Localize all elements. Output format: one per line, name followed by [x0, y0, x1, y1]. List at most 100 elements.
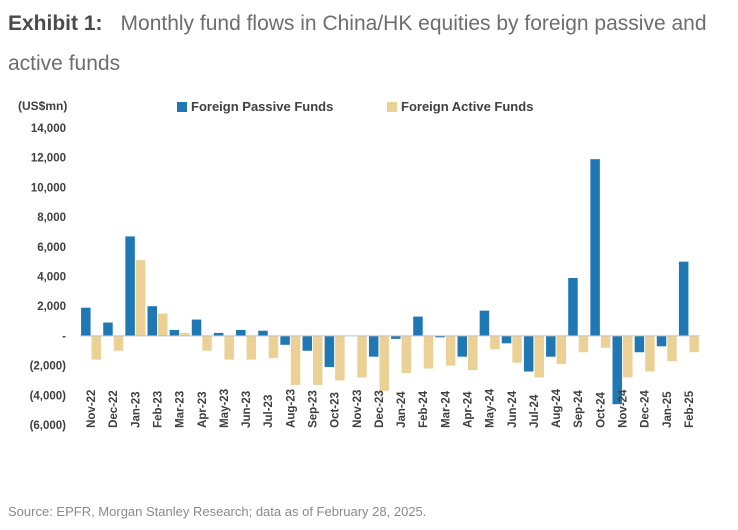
x-tick-label: Apr-24	[463, 391, 475, 428]
legend-item-active: Foreign Active Funds	[387, 99, 533, 114]
bar-active	[313, 335, 323, 385]
x-tick-label: May-24	[485, 388, 497, 428]
x-tick-label: Jan-24	[396, 391, 408, 428]
bar-active	[290, 335, 301, 385]
bar-passive	[435, 335, 445, 338]
bar-passive	[125, 236, 135, 336]
x-tick-label: Jan-23	[130, 391, 142, 427]
bar-active	[534, 335, 544, 378]
legend-label-passive: Foreign Passive Funds	[191, 99, 333, 114]
bar-passive	[391, 335, 401, 339]
bar-passive	[413, 316, 423, 336]
bar-active	[556, 335, 567, 365]
legend-swatch-passive	[177, 102, 187, 112]
x-tick-label: Sep-24	[573, 390, 585, 428]
bar-passive	[81, 307, 91, 336]
x-tick-label: Nov-22	[86, 390, 98, 428]
bar-passive	[213, 332, 224, 336]
bar-active	[135, 260, 146, 336]
x-tick-label: Feb-23	[153, 391, 165, 428]
bar-active	[490, 335, 500, 350]
legend-swatch-active	[387, 102, 397, 112]
y-tick-label: 14,000	[31, 123, 66, 135]
bar-active	[113, 335, 124, 351]
x-tick-label: Jun-24	[507, 390, 519, 428]
bar-passive	[656, 335, 667, 347]
bar-active	[379, 335, 389, 391]
y-tick-label: 6,000	[37, 242, 66, 254]
x-tick-label: Dec-23	[374, 390, 386, 428]
bar-active	[667, 335, 677, 362]
bar-active	[91, 335, 102, 360]
bar-passive	[236, 329, 246, 336]
bar-passive	[457, 335, 467, 357]
y-tick-label: -	[62, 331, 66, 343]
y-tick-label: 4,000	[37, 272, 66, 284]
y-axis-ticks: 14,000 12,000 10,000 8,000 6,000 4,000 2,000 - (…	[30, 123, 67, 432]
x-tick-label: Oct-23	[330, 392, 342, 428]
y-tick-label: (6,000)	[30, 420, 67, 432]
bar-active	[689, 335, 699, 353]
bar-active	[512, 335, 522, 363]
x-tick-label: Nov-24	[618, 389, 630, 428]
bar-active	[158, 313, 168, 336]
exhibit-title: Exhibit 1: Monthly fund flows in China/HK…	[8, 4, 733, 84]
bar-passive	[147, 306, 157, 336]
x-tick-label: Jan-25	[662, 391, 674, 428]
x-tick-label: Dec-22	[108, 390, 120, 428]
bar-active	[645, 335, 655, 372]
bar-passive	[324, 335, 335, 368]
bar-passive	[280, 335, 290, 345]
bar-active	[423, 335, 434, 369]
x-tick-label: Mar-23	[175, 391, 187, 428]
bar-passive	[302, 335, 312, 351]
bar-passive	[590, 159, 600, 336]
y-tick-label: 10,000	[31, 182, 66, 194]
exhibit-number: Exhibit 1:	[8, 12, 103, 35]
x-tick-label: Jul-23	[263, 395, 275, 428]
bar-active	[578, 335, 589, 353]
bar-active	[445, 335, 456, 366]
bar-passive	[103, 322, 113, 336]
y-tick-label: 12,000	[31, 153, 66, 165]
x-axis-ticks: Nov-22 Dec-22 Jan-23 Feb-23 Mar-23 Apr-23 May-…	[86, 388, 696, 428]
bar-passive	[191, 319, 202, 336]
bar-active	[357, 335, 367, 378]
bar-passive	[368, 335, 379, 357]
bar-active	[623, 335, 633, 378]
y-tick-label: 8,000	[37, 212, 66, 224]
y-tick-label: (4,000)	[30, 390, 67, 402]
x-tick-label: Nov-23	[352, 390, 364, 428]
bar-active	[401, 335, 412, 374]
x-tick-label: Dec-24	[640, 390, 652, 428]
legend-label-active: Foreign Active Funds	[401, 99, 533, 114]
bar-passive	[523, 335, 534, 372]
x-tick-label: Aug-23	[285, 389, 297, 428]
bar-active	[335, 335, 345, 381]
y-tick-label: (2,000)	[30, 361, 67, 373]
bar-passive	[258, 330, 268, 336]
x-tick-label: Jun-23	[241, 391, 253, 428]
bar-active	[268, 335, 279, 359]
legend-item-passive: Foreign Passive Funds	[177, 99, 333, 114]
source-note: Source: EPFR, Morgan Stanley Research; d…	[8, 504, 427, 519]
bar-active	[224, 335, 234, 360]
x-tick-label: Jul-24	[529, 394, 541, 428]
x-tick-label: Aug-24	[551, 388, 563, 428]
bars	[81, 159, 699, 405]
x-tick-label: Feb-24	[418, 390, 430, 428]
bar-passive	[479, 310, 490, 336]
bar-active	[202, 335, 212, 351]
bar-passive	[568, 277, 578, 336]
x-tick-label: Apr-23	[197, 391, 209, 427]
x-tick-label: Oct-24	[595, 392, 607, 428]
bar-passive	[612, 335, 622, 405]
bar-passive	[678, 261, 689, 336]
x-tick-label: Mar-24	[440, 390, 452, 428]
bar-active	[246, 335, 257, 360]
bar-active	[180, 332, 190, 336]
y-tick-label: 2,000	[37, 301, 66, 313]
bar-passive	[634, 335, 645, 353]
bar-active	[468, 335, 478, 371]
bar-active	[600, 335, 611, 348]
